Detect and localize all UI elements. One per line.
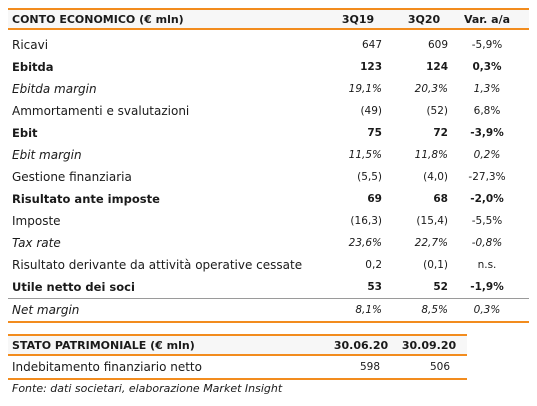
row-value-3q20: 124 — [426, 61, 448, 73]
row-label: Ebitda margin — [12, 82, 97, 96]
table-row-net-margin: Net margin 8,1% 8,5% 0,3% — [8, 299, 529, 321]
row-value-var: -0,8% — [471, 237, 503, 249]
balance-table-bottom-rule — [8, 378, 467, 380]
table-row-risultato-ante-imposte: Risultato ante imposte 69 68 -2,0% — [8, 188, 529, 210]
row-value-3q20: 20,3% — [414, 83, 448, 95]
row-label: Imposte — [12, 214, 61, 228]
row-value-3q19: 69 — [367, 193, 382, 205]
column-header-var: Var. a/a — [463, 12, 511, 26]
income-statement-title: CONTO ECONOMICO (€ mln) — [12, 12, 184, 26]
row-value-3q20: (15,4) — [416, 215, 448, 227]
row-value-3q20: (4,0) — [423, 171, 448, 183]
row-label: Risultato derivante da attività operativ… — [12, 258, 303, 272]
row-value-3q19: (5,5) — [357, 171, 382, 183]
row-value-3q20: (0,1) — [423, 259, 448, 271]
row-value-3q20: 11,8% — [414, 149, 448, 161]
row-label: Ricavi — [12, 38, 49, 52]
column-header-3q20: 3Q20 — [407, 12, 441, 26]
row-value-3q19: 75 — [367, 127, 382, 139]
row-value-var: 6,8% — [473, 105, 501, 117]
row-divider — [8, 298, 529, 299]
row-value-var: 0,2% — [473, 149, 501, 161]
row-value-3q20: 68 — [433, 193, 448, 205]
row-value-3q20: 609 — [427, 39, 448, 51]
row-label: Net margin — [12, 303, 80, 317]
table-row-ricavi: Ricavi 647 609 -5,9% — [8, 34, 529, 56]
row-value-3q20: 22,7% — [414, 237, 448, 249]
row-label: Utile netto dei soci — [12, 280, 135, 294]
row-value-var: -5,9% — [471, 39, 503, 51]
row-value-3q19: 647 — [361, 39, 382, 51]
row-value-var: n.s. — [477, 259, 497, 271]
row-label: Ebit — [12, 126, 38, 140]
table-row-tax-rate: Tax rate 23,6% 22,7% -0,8% — [8, 232, 529, 254]
column-header-30-06-20: 30.06.20 — [333, 338, 389, 352]
income-statement-header: CONTO ECONOMICO (€ mln) 3Q19 3Q20 Var. a… — [8, 8, 529, 30]
row-label: Ammortamenti e svalutazioni — [12, 104, 190, 118]
row-value-var: 0,3% — [472, 61, 502, 73]
row-label: Risultato ante imposte — [12, 192, 160, 206]
row-value-var: -5,5% — [471, 215, 503, 227]
row-value-3q19: 8,1% — [355, 304, 382, 316]
balance-sheet-title: STATO PATRIMONIALE (€ mln) — [12, 338, 195, 352]
row-value-var: 0,3% — [473, 304, 501, 316]
row-value-3q19: 53 — [367, 281, 382, 293]
row-value-3q19: (16,3) — [350, 215, 382, 227]
row-value-3q19: 11,5% — [348, 149, 382, 161]
row-label: Tax rate — [12, 236, 61, 250]
table-row-ebitda-margin: Ebitda margin 19,1% 20,3% 1,3% — [8, 78, 529, 100]
table-row-utile-netto: Utile netto dei soci 53 52 -1,9% — [8, 276, 529, 298]
table-row-ebit: Ebit 75 72 -3,9% — [8, 122, 529, 144]
table-row-indebitamento: Indebitamento finanziario netto 598 506 — [8, 356, 467, 378]
source-note: Fonte: dati societari, elaborazione Mark… — [12, 382, 283, 395]
column-header-3q19: 3Q19 — [341, 12, 375, 26]
row-value-var: -2,0% — [470, 193, 504, 205]
row-value-var: 1,3% — [473, 83, 501, 95]
row-value-3q19: 0,2 — [365, 259, 382, 271]
table-row-ebitda: Ebitda 123 124 0,3% — [8, 56, 529, 78]
row-label: Ebit margin — [12, 148, 82, 162]
row-value-3q19: 19,1% — [348, 83, 382, 95]
row-value-30-06-20: 598 — [359, 361, 380, 373]
table-row-gestione-finanziaria: Gestione finanziaria (5,5) (4,0) -27,3% — [8, 166, 529, 188]
row-value-3q20: 8,5% — [421, 304, 448, 316]
row-value-3q20: 52 — [433, 281, 448, 293]
row-label: Ebitda — [12, 60, 54, 74]
row-value-3q20: 72 — [433, 127, 448, 139]
balance-sheet-header: STATO PATRIMONIALE (€ mln) 30.06.20 30.0… — [8, 334, 467, 356]
row-label: Indebitamento finanziario netto — [12, 360, 202, 374]
row-value-3q20: (52) — [426, 105, 448, 117]
row-value-30-09-20: 506 — [429, 361, 450, 373]
row-value-var: -1,9% — [470, 281, 504, 293]
row-value-3q19: (49) — [360, 105, 382, 117]
column-header-30-09-20: 30.09.20 — [401, 338, 457, 352]
table-row-ebit-margin: Ebit margin 11,5% 11,8% 0,2% — [8, 144, 529, 166]
row-value-var: -3,9% — [470, 127, 504, 139]
row-value-var: -27,3% — [468, 171, 506, 183]
row-label: Gestione finanziaria — [12, 170, 132, 184]
table-row-attivita-cessate: Risultato derivante da attività operativ… — [8, 254, 529, 276]
row-value-3q19: 23,6% — [348, 237, 382, 249]
row-value-3q19: 123 — [360, 61, 382, 73]
income-table-bottom-rule — [8, 321, 529, 323]
table-row-imposte: Imposte (16,3) (15,4) -5,5% — [8, 210, 529, 232]
table-row-ammortamenti: Ammortamenti e svalutazioni (49) (52) 6,… — [8, 100, 529, 122]
